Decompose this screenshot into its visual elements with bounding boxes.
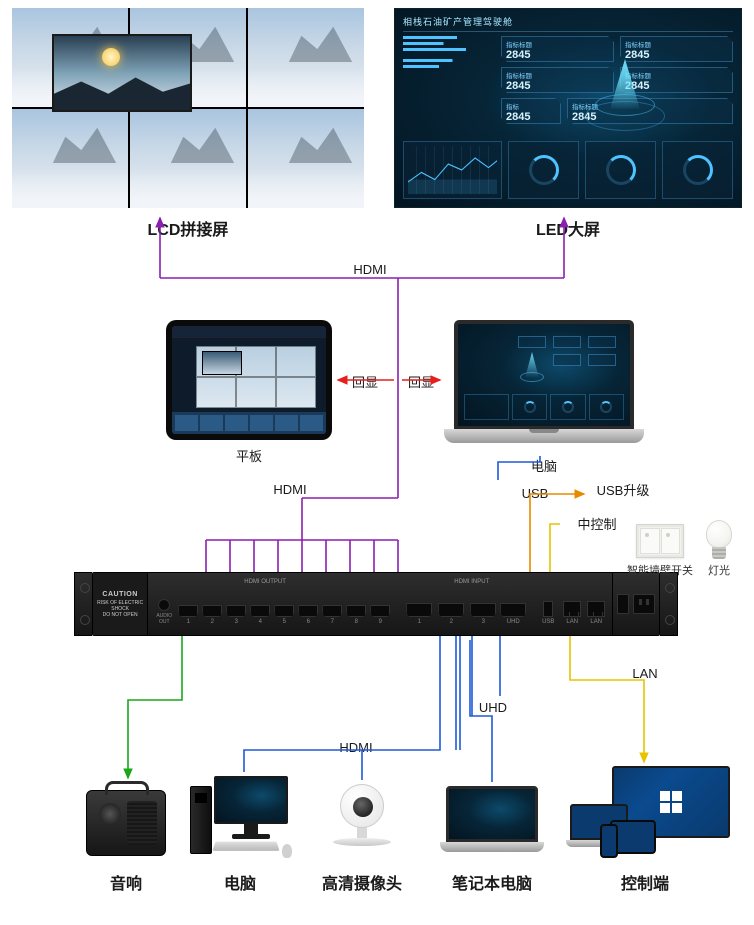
led-label: LED大屏 bbox=[394, 216, 742, 240]
hdmi-out-5: 5 bbox=[274, 605, 294, 625]
lan-port-2: LAN bbox=[586, 601, 606, 625]
lan-port-1: LAN bbox=[562, 601, 582, 625]
rack-ear-left bbox=[74, 572, 92, 636]
desktop-pc bbox=[192, 776, 288, 858]
wall-switch-label: 智能墙壁开关 bbox=[620, 562, 700, 578]
echo-label-left: 回显 bbox=[344, 372, 386, 391]
audio-out-port: AUDIOOUT bbox=[154, 599, 174, 625]
hdmi-in-2: 2 bbox=[438, 603, 464, 625]
power-section bbox=[612, 573, 659, 635]
hdmi-out-8: 8 bbox=[346, 605, 366, 625]
notebook-label: 笔记本电脑 bbox=[436, 870, 548, 894]
uhd-port: UHD bbox=[500, 603, 526, 625]
hdmi-out-3: 3 bbox=[226, 605, 246, 625]
hdmi-in-1: 1 bbox=[406, 603, 432, 625]
desktop-label: 电脑 bbox=[190, 870, 290, 894]
camera-label: 高清摄像头 bbox=[300, 870, 424, 894]
laptop-device bbox=[444, 320, 644, 452]
lan-label: LAN bbox=[620, 666, 670, 681]
control-label: 控制端 bbox=[580, 870, 710, 894]
lcd-video-wall bbox=[12, 8, 364, 208]
smart-wall-switch bbox=[636, 524, 684, 558]
echo-label-right: 回显 bbox=[400, 372, 442, 391]
processor-unit: CAUTION RISK OF ELECTRIC SHOCK DO NOT OP… bbox=[92, 572, 660, 636]
hdmi-in-3: 3 bbox=[470, 603, 496, 625]
hdmi-out-7: 7 bbox=[322, 605, 342, 625]
light-label: 灯光 bbox=[698, 562, 740, 578]
rack-ear-right bbox=[660, 572, 678, 636]
led-title: 相栈石油矿产管理驾驶舱 bbox=[403, 15, 733, 32]
pip-window bbox=[52, 34, 192, 112]
notebook-device bbox=[440, 786, 544, 858]
tablet-label: 平板 bbox=[166, 446, 332, 465]
hdmi-out-2: 2 bbox=[202, 605, 222, 625]
speaker-label: 音响 bbox=[76, 870, 176, 894]
speaker-device bbox=[86, 790, 166, 856]
led-center-visual bbox=[570, 59, 680, 149]
hdmi-label-top: HDMI bbox=[340, 262, 400, 277]
laptop-label: 电脑 bbox=[444, 456, 644, 475]
usb-label: USB bbox=[510, 486, 560, 501]
hdmi-out-6: 6 bbox=[298, 605, 318, 625]
lcd-label: LCD拼接屏 bbox=[12, 216, 364, 240]
central-control-label: 中控制 bbox=[562, 514, 632, 533]
uhd-label: UHD bbox=[468, 700, 518, 715]
hdmi-out-4: 4 bbox=[250, 605, 270, 625]
light-bulb bbox=[706, 520, 732, 560]
hdmi-out-9: 9 bbox=[370, 605, 390, 625]
usb-port: USB bbox=[538, 601, 558, 625]
hdmi-label-mid: HDMI bbox=[260, 482, 320, 497]
usb-upgrade-label: USB升级 bbox=[588, 480, 658, 499]
hd-camera bbox=[326, 784, 398, 856]
led-dashboard: 相栈石油矿产管理驾驶舱 指标标题2845 指标标题2845 指标标题2845 指… bbox=[394, 8, 742, 208]
caution-panel: CAUTION RISK OF ELECTRIC SHOCK DO NOT OP… bbox=[93, 573, 148, 635]
control-terminals bbox=[560, 766, 730, 862]
hdmi-out-1: 1 bbox=[178, 605, 198, 625]
hdmi-label-bottom: HDMI bbox=[326, 740, 386, 755]
tablet-device bbox=[166, 320, 332, 440]
